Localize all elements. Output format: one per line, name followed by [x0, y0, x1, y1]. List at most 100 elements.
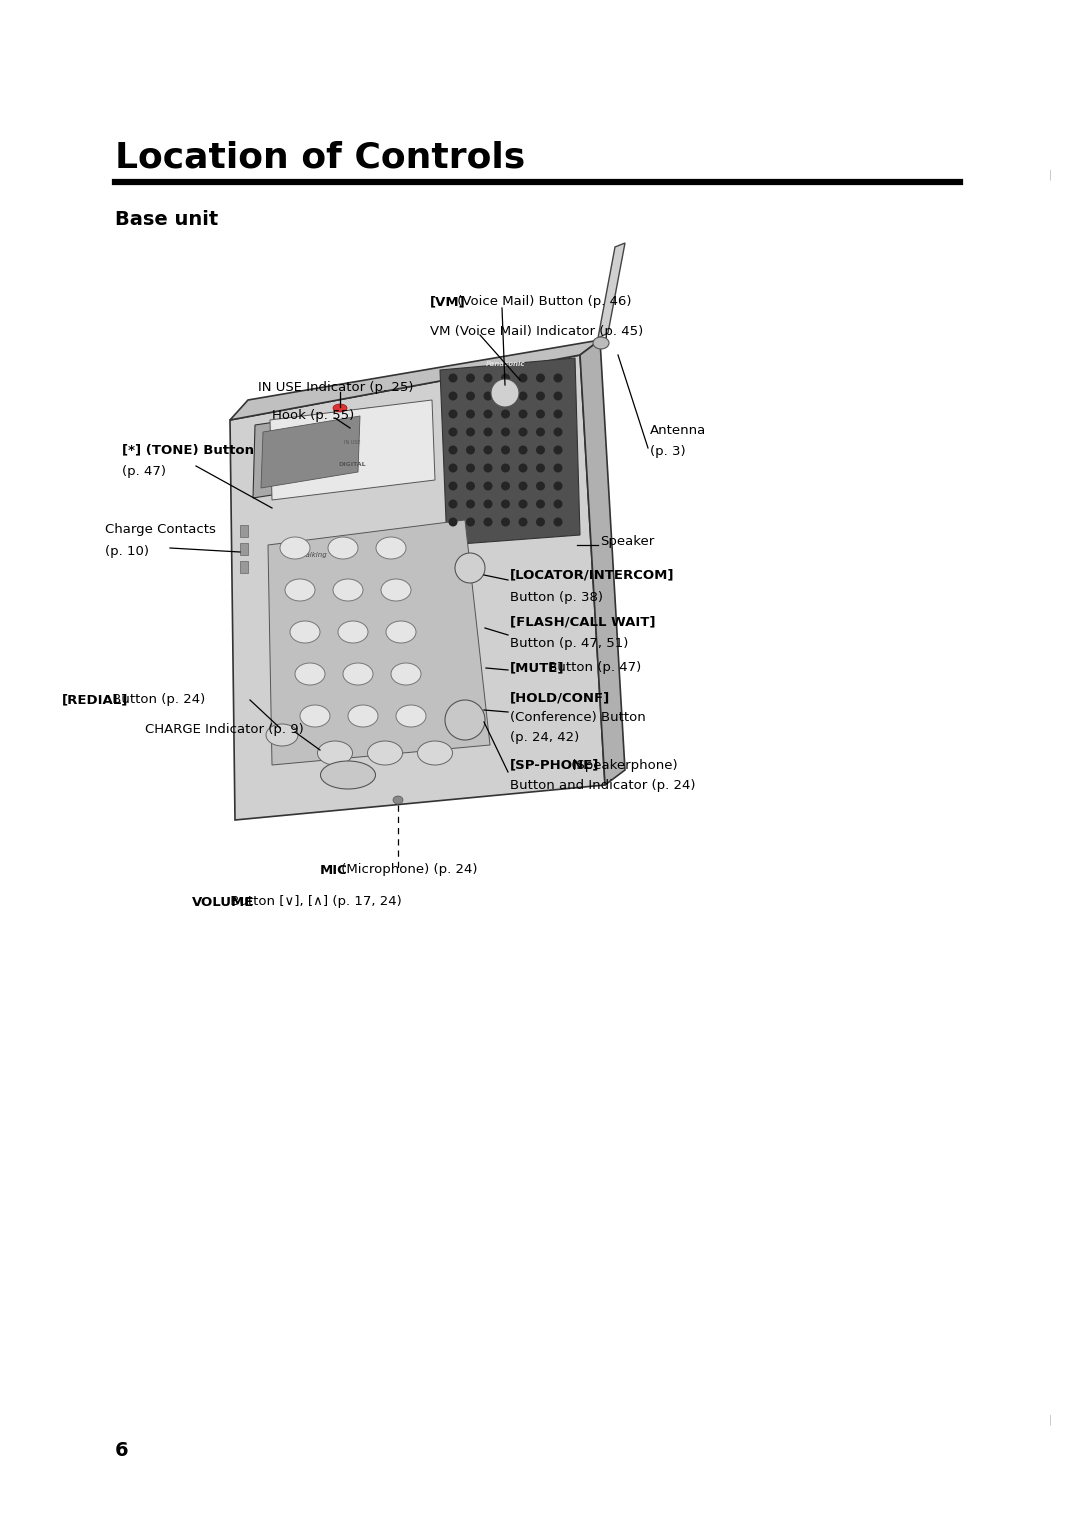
Text: |: |: [1049, 1415, 1052, 1426]
Circle shape: [448, 500, 458, 509]
Circle shape: [554, 500, 563, 509]
Circle shape: [445, 700, 485, 740]
Circle shape: [484, 463, 492, 472]
Text: CHARGE Indicator (p. 9): CHARGE Indicator (p. 9): [145, 723, 303, 736]
Text: VM (Voice Mail) Indicator (p. 45): VM (Voice Mail) Indicator (p. 45): [430, 325, 644, 339]
Polygon shape: [270, 400, 435, 500]
Text: (Speakerphone): (Speakerphone): [567, 758, 677, 772]
Circle shape: [465, 500, 475, 509]
Polygon shape: [230, 354, 605, 821]
Text: Location of Controls: Location of Controls: [114, 141, 525, 176]
Circle shape: [501, 481, 510, 490]
Circle shape: [465, 463, 475, 472]
Circle shape: [501, 518, 510, 527]
Text: Antenna: Antenna: [650, 423, 706, 437]
Circle shape: [484, 500, 492, 509]
Ellipse shape: [367, 741, 403, 766]
Circle shape: [501, 463, 510, 472]
Text: Button (p. 24): Button (p. 24): [108, 694, 205, 706]
Circle shape: [448, 391, 458, 400]
Text: Base unit: Base unit: [114, 209, 218, 229]
Ellipse shape: [266, 724, 298, 746]
Text: Button (p. 47): Button (p. 47): [544, 662, 642, 674]
Polygon shape: [268, 520, 490, 766]
Circle shape: [554, 410, 563, 419]
Text: Button [∨], [∧] (p. 17, 24): Button [∨], [∧] (p. 17, 24): [226, 895, 402, 909]
Circle shape: [484, 518, 492, 527]
Ellipse shape: [280, 536, 310, 559]
Text: Talking: Talking: [302, 552, 327, 558]
Ellipse shape: [593, 338, 609, 348]
Text: 6: 6: [114, 1441, 129, 1459]
Circle shape: [484, 481, 492, 490]
Circle shape: [501, 410, 510, 419]
Circle shape: [554, 463, 563, 472]
Circle shape: [518, 481, 527, 490]
Text: (p. 24, 42): (p. 24, 42): [510, 732, 579, 744]
Circle shape: [518, 391, 527, 400]
Circle shape: [465, 391, 475, 400]
Text: DIGITAL: DIGITAL: [338, 463, 366, 468]
Circle shape: [484, 428, 492, 437]
Ellipse shape: [333, 579, 363, 601]
Circle shape: [536, 446, 545, 454]
Circle shape: [501, 446, 510, 454]
Circle shape: [501, 391, 510, 400]
Ellipse shape: [381, 579, 411, 601]
Ellipse shape: [343, 663, 373, 685]
Circle shape: [484, 391, 492, 400]
Text: IN USE Indicator (p. 25): IN USE Indicator (p. 25): [258, 382, 414, 394]
Circle shape: [554, 373, 563, 382]
Circle shape: [501, 500, 510, 509]
Circle shape: [536, 428, 545, 437]
Circle shape: [518, 463, 527, 472]
Circle shape: [518, 373, 527, 382]
Circle shape: [536, 500, 545, 509]
Polygon shape: [253, 408, 370, 498]
Polygon shape: [598, 243, 625, 338]
Text: Speaker: Speaker: [600, 535, 654, 549]
Text: (p. 10): (p. 10): [105, 545, 149, 559]
Ellipse shape: [318, 741, 352, 766]
Ellipse shape: [321, 761, 376, 788]
Text: Button (p. 47, 51): Button (p. 47, 51): [510, 637, 629, 651]
Circle shape: [448, 481, 458, 490]
Ellipse shape: [285, 579, 315, 601]
Text: [VM]: [VM]: [430, 295, 465, 309]
Text: [*] (TONE) Button: [*] (TONE) Button: [122, 443, 254, 457]
Text: Button (p. 38): Button (p. 38): [510, 590, 603, 604]
Text: [MUTE]: [MUTE]: [510, 662, 565, 674]
Circle shape: [536, 463, 545, 472]
Circle shape: [465, 428, 475, 437]
Text: Panasonic: Panasonic: [486, 361, 526, 367]
Ellipse shape: [391, 663, 421, 685]
Text: [LOCATOR/INTERCOM]: [LOCATOR/INTERCOM]: [510, 568, 675, 582]
Circle shape: [501, 373, 510, 382]
Circle shape: [536, 410, 545, 419]
Text: [SP-PHONE]: [SP-PHONE]: [510, 758, 599, 772]
Ellipse shape: [348, 704, 378, 727]
Circle shape: [448, 518, 458, 527]
Text: VOLUME: VOLUME: [192, 895, 255, 909]
Text: [FLASH/CALL WAIT]: [FLASH/CALL WAIT]: [510, 616, 656, 628]
Ellipse shape: [418, 741, 453, 766]
Circle shape: [554, 518, 563, 527]
Circle shape: [465, 481, 475, 490]
Text: (Conference) Button: (Conference) Button: [510, 712, 646, 724]
Circle shape: [501, 428, 510, 437]
Text: [REDIAL]: [REDIAL]: [62, 694, 129, 706]
Ellipse shape: [328, 536, 357, 559]
Circle shape: [465, 410, 475, 419]
Bar: [240, 561, 248, 573]
Circle shape: [536, 391, 545, 400]
Circle shape: [554, 481, 563, 490]
Circle shape: [484, 410, 492, 419]
Text: |: |: [1049, 170, 1052, 180]
Circle shape: [448, 463, 458, 472]
Circle shape: [448, 446, 458, 454]
Circle shape: [448, 410, 458, 419]
Circle shape: [536, 481, 545, 490]
Circle shape: [518, 446, 527, 454]
Circle shape: [518, 500, 527, 509]
Circle shape: [465, 373, 475, 382]
